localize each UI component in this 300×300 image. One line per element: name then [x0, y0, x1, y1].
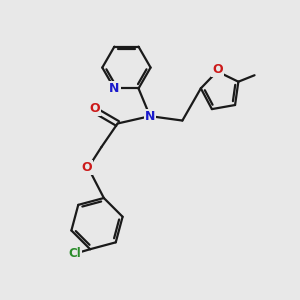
Text: O: O [90, 102, 100, 115]
Text: N: N [145, 110, 155, 123]
Text: O: O [212, 63, 223, 76]
Text: N: N [109, 82, 120, 95]
Text: O: O [81, 161, 92, 174]
Text: Cl: Cl [68, 247, 81, 260]
